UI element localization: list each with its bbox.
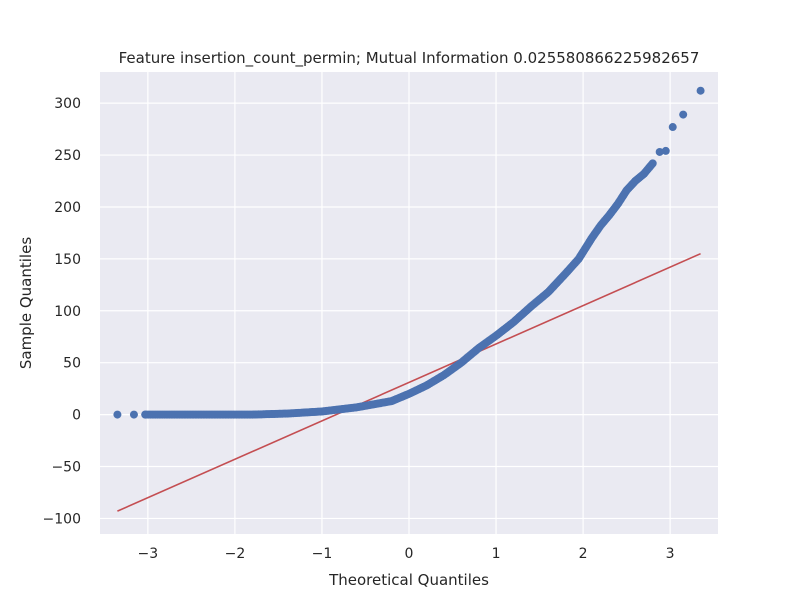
x-axis-label: Theoretical Quantiles <box>328 571 489 589</box>
grid-lines <box>100 72 718 534</box>
y-tick-label: 150 <box>54 252 81 268</box>
chart-title: Feature insertion_count_permin; Mutual I… <box>119 49 700 68</box>
reference-line-layer <box>117 252 701 512</box>
x-tick-label: −1 <box>312 546 333 562</box>
data-point <box>655 147 664 156</box>
y-tick-label: −100 <box>43 511 81 527</box>
x-tick-labels: −3 −2 −1 0 1 2 3 <box>138 546 675 562</box>
data-point <box>696 86 705 95</box>
x-tick-label: −3 <box>138 546 159 562</box>
y-tick-label: 0 <box>72 408 81 424</box>
x-tick-label: 2 <box>579 546 588 562</box>
x-tick-label: −2 <box>225 546 246 562</box>
data-points-layer <box>113 86 705 419</box>
y-tick-label: −50 <box>51 460 81 476</box>
data-point <box>129 410 138 419</box>
data-point <box>647 160 656 169</box>
y-tick-label: 100 <box>54 304 81 320</box>
x-tick-label: 0 <box>405 546 414 562</box>
y-tick-label: 50 <box>63 356 81 372</box>
data-point <box>113 410 122 419</box>
y-tick-label: 250 <box>54 148 81 164</box>
y-tick-labels: −100 −50 0 50 100 150 200 250 300 <box>43 96 81 527</box>
reference-line <box>117 252 701 512</box>
x-tick-label: 3 <box>666 546 675 562</box>
data-point <box>668 123 677 132</box>
y-tick-label: 300 <box>54 96 81 112</box>
x-tick-label: 1 <box>492 546 501 562</box>
data-point <box>661 146 670 155</box>
y-tick-label: 200 <box>54 200 81 216</box>
data-point <box>679 110 688 119</box>
y-axis-label: Sample Quantiles <box>17 237 35 369</box>
